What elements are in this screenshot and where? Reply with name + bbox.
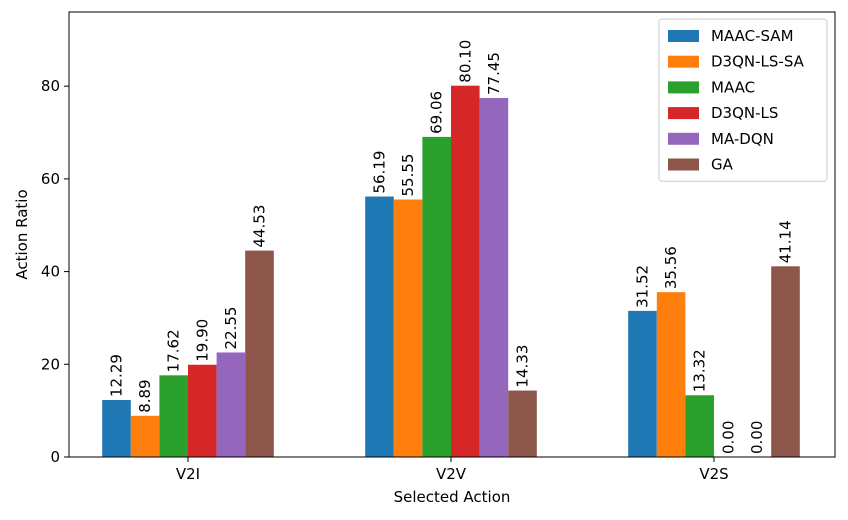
data-label-maac-sam-v2v: 56.19	[371, 151, 389, 194]
data-label-ma-dqn-v2v: 77.45	[485, 52, 503, 95]
legend-swatch-maac-sam	[668, 30, 699, 42]
legend-label-ga: GA	[711, 156, 734, 174]
bar-maac-sam-v2s	[628, 310, 657, 457]
bar-d3qn-ls-sa-v2i	[130, 415, 160, 457]
bar-maac-v2i	[159, 375, 188, 457]
y-tick-label: 20	[41, 355, 60, 373]
data-label-ga-v2s: 41.14	[777, 220, 795, 263]
data-label-d3qn-ls-sa-v2s: 35.56	[662, 246, 680, 289]
plot-frame	[68, 11, 836, 458]
bar-d3qn-ls-v2i	[188, 364, 217, 457]
data-label-d3qn-ls-sa-v2i: 8.89	[136, 379, 154, 412]
y-axis-label: Action Ratio	[13, 189, 31, 279]
bar-ga-v2v	[508, 390, 537, 457]
data-label-maac-v2s: 13.32	[691, 349, 709, 392]
x-tick-label-v2v: V2V	[436, 465, 467, 483]
data-label-d3qn-ls-v2s: 0.00	[719, 421, 737, 454]
legend-label-maac: MAAC	[711, 78, 755, 96]
bar-ga-v2i	[245, 250, 274, 457]
bar-d3qn-ls-v2v	[451, 85, 480, 457]
bar-ga-v2s	[771, 266, 800, 457]
data-label-maac-v2v: 69.06	[428, 91, 446, 134]
legend-label-ma-dqn: MA-DQN	[711, 130, 774, 148]
legend-label-d3qn-ls-sa: D3QN-LS-SA	[711, 53, 805, 71]
bar-ma-dqn-v2v	[479, 97, 509, 458]
legend-label-maac-sam: MAAC-SAM	[711, 27, 794, 45]
legend: MAAC-SAM D3QN-LS-SA MAAC D3QN-LS MA-DQN GA	[658, 18, 828, 182]
bar-maac-sam-v2v	[365, 196, 394, 458]
legend-swatch-ga	[668, 158, 699, 171]
y-tick-label: 0	[50, 448, 60, 466]
y-tick-label: 60	[41, 170, 60, 188]
legend-swatch-maac	[668, 81, 699, 94]
data-label-ma-dqn-v2s: 0.00	[748, 421, 766, 454]
data-label-d3qn-ls-sa-v2v: 55.55	[399, 154, 417, 197]
bar-ma-dqn-v2i	[216, 352, 246, 457]
bars-group	[102, 85, 800, 458]
data-label-maac-v2i: 17.62	[165, 329, 183, 372]
data-label-ma-dqn-v2i: 22.55	[222, 307, 240, 350]
axes-group: 0 20 40 60 80 V2I V2V V2S	[41, 11, 836, 483]
legend-label-d3qn-ls: D3QN-LS	[711, 104, 778, 122]
bar-maac-v2v	[422, 136, 451, 457]
data-label-maac-sam-v2s: 31.52	[634, 265, 652, 308]
bar-d3qn-ls-sa-v2s	[656, 292, 686, 457]
x-axis-label: Selected Action	[394, 488, 511, 506]
data-labels-group: 12.29 8.89 17.62 19.90 22.55 44.53 56.19 55.55 6…	[108, 40, 795, 454]
bar-maac-sam-v2i	[102, 400, 131, 457]
data-label-d3qn-ls-v2v: 80.10	[456, 40, 474, 83]
data-label-d3qn-ls-v2i: 19.90	[193, 319, 211, 362]
bar-d3qn-ls-sa-v2v	[393, 199, 423, 457]
bar-maac-v2s	[685, 395, 714, 457]
x-tick-label-v2i: V2I	[176, 465, 200, 483]
y-tick-label: 80	[41, 77, 60, 95]
x-tick-label-v2s: V2S	[699, 465, 728, 483]
legend-box	[658, 18, 828, 182]
legend-swatch-d3qn-ls	[668, 107, 699, 120]
y-tick-label: 40	[41, 263, 60, 281]
data-label-ga-v2v: 14.33	[514, 345, 532, 388]
legend-swatch-d3qn-ls-sa	[668, 55, 699, 68]
legend-swatch-ma-dqn	[668, 132, 699, 145]
data-label-ga-v2i: 44.53	[251, 205, 269, 248]
data-label-maac-sam-v2i: 12.29	[108, 354, 126, 397]
